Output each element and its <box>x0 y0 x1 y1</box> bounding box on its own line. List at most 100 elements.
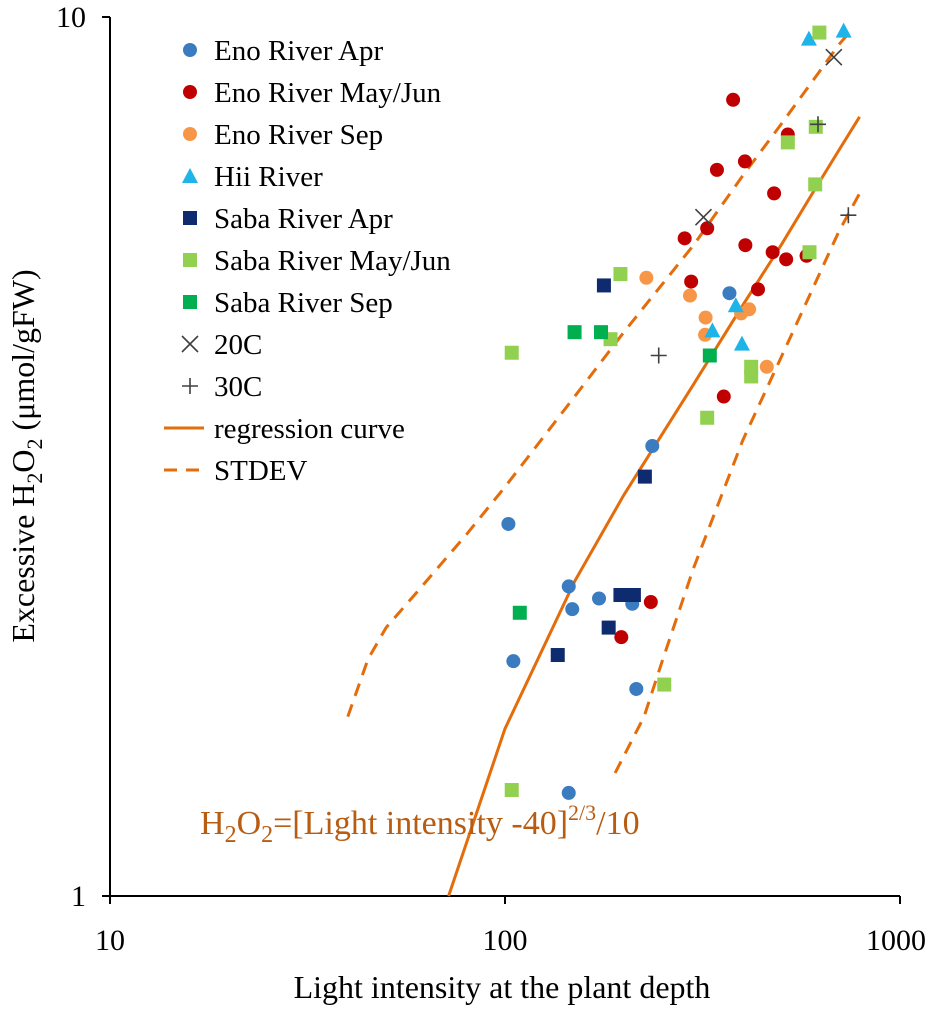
saba_mayjun-point <box>744 369 759 384</box>
legend-item-t30: 30C <box>182 371 262 403</box>
hii-point <box>733 335 750 351</box>
eno_mayjun-point <box>700 221 715 236</box>
eno_mayjun-point <box>779 252 794 267</box>
legend-label-saba_apr: Saba River Apr <box>214 203 393 235</box>
eno_mayjun-point <box>709 162 724 177</box>
eno_mayjun-point <box>750 282 765 297</box>
eno_mayjun-point <box>737 154 752 169</box>
saba_mayjun-point <box>812 25 827 40</box>
hii-point <box>800 30 817 46</box>
legend-item-t20: 20C <box>181 329 262 361</box>
eno_apr-point <box>506 654 521 669</box>
saba_mayjun-point <box>613 267 628 282</box>
saba_mayjun-point <box>808 177 823 192</box>
saba_mayjun-point <box>657 677 672 692</box>
eno_mayjun-point <box>738 238 753 253</box>
eno_mayjun-point <box>643 595 658 610</box>
stdev_lower-curve <box>613 192 861 774</box>
eno_mayjun-point <box>614 630 629 645</box>
eno_sep-point <box>639 270 654 285</box>
saba_apr-point <box>637 469 652 484</box>
legend-eno_sep-icon <box>183 127 197 141</box>
saba_mayjun-point <box>802 245 817 260</box>
legend-t30-icon <box>182 378 198 394</box>
legend-item-saba_sep: Saba River Sep <box>183 287 393 319</box>
eno_apr-point <box>592 591 607 606</box>
y-axis-title: Excessive H2O2 (μmol/gFW) <box>5 269 47 642</box>
saba_sep-point <box>702 348 717 363</box>
legend-item-eno_apr: Eno River Apr <box>183 35 383 67</box>
t20-point <box>825 48 843 66</box>
legend-item-eno_mayjun: Eno River May/Jun <box>183 77 442 109</box>
legend-item-regression: regression curve <box>164 413 405 445</box>
eno_sep-point <box>759 359 774 374</box>
regression-curve <box>447 116 861 897</box>
eno_apr-point <box>565 602 580 617</box>
curves-layer <box>346 27 861 897</box>
formula-annotation: H2O2=[Light intensity -40]2/3/10 <box>200 800 640 848</box>
eno_apr-point <box>722 286 737 301</box>
x-tick-label-10: 10 <box>95 924 125 957</box>
saba_mayjun-point <box>504 783 519 798</box>
legend-saba_mayjun-icon <box>183 253 197 267</box>
eno_apr-point <box>629 681 644 696</box>
y-tick-label-10: 10 <box>56 1 86 34</box>
legend-eno_apr-icon <box>183 43 197 57</box>
legend-label-regression: regression curve <box>214 413 405 445</box>
legend-item-saba_mayjun: Saba River May/Jun <box>183 245 451 277</box>
t30-point <box>809 116 826 133</box>
eno_sep-point <box>682 288 697 303</box>
eno_apr-point <box>645 439 660 454</box>
eno_mayjun-point <box>716 389 731 404</box>
eno_mayjun-point <box>767 186 782 201</box>
eno_sep-point <box>698 310 713 325</box>
legend-label-eno_apr: Eno River Apr <box>214 35 383 67</box>
saba_mayjun-point <box>780 135 795 150</box>
legend: Eno River Apr Eno River May/Jun Eno River … <box>164 35 451 487</box>
saba_mayjun-point <box>700 410 715 425</box>
legend-label-eno_mayjun: Eno River May/Jun <box>214 77 442 109</box>
eno_mayjun-point <box>765 245 780 260</box>
saba_apr-point <box>596 278 611 293</box>
saba_sep-point <box>512 605 527 620</box>
eno_mayjun-point <box>684 274 699 289</box>
x-axis-title: Light intensity at the plant depth <box>294 969 711 1005</box>
legend-saba_apr-icon <box>183 211 197 225</box>
y-tick-label-1: 1 <box>71 880 86 913</box>
saba_apr-point <box>550 648 565 663</box>
eno_apr-point <box>561 785 576 800</box>
saba_mayjun-point <box>504 345 519 360</box>
saba_mayjun-point <box>808 119 823 134</box>
legend-hii-icon <box>182 168 198 183</box>
x-tick-label-1000: 1000 <box>866 924 926 957</box>
hii-point <box>727 297 744 313</box>
tick-marks <box>102 16 901 904</box>
legend-item-eno_sep: Eno River Sep <box>183 119 383 151</box>
saba_apr-point <box>626 588 641 603</box>
t30-point <box>650 347 667 364</box>
hii-point <box>835 22 852 38</box>
x-tick-label-100: 100 <box>483 924 528 957</box>
legend-item-hii: Hii River <box>182 161 323 193</box>
legend-label-t30: 30C <box>214 371 262 403</box>
stdev_upper-curve <box>346 27 855 718</box>
t20-point <box>694 208 713 226</box>
eno_mayjun-point <box>677 231 692 246</box>
legend-t20-icon <box>181 335 199 353</box>
legend-label-stdev: STDEV <box>214 455 308 487</box>
legend-label-eno_sep: Eno River Sep <box>214 119 383 151</box>
saba_sep-point <box>567 325 582 340</box>
legend-item-stdev: STDEV <box>164 455 308 487</box>
saba_apr-point <box>601 620 616 635</box>
t30-point <box>840 207 857 224</box>
legend-saba_sep-icon <box>183 295 197 309</box>
legend-label-t20: 20C <box>214 329 262 361</box>
legend-label-hii: Hii River <box>214 161 323 193</box>
eno_apr-point <box>561 579 576 594</box>
legend-eno_mayjun-icon <box>183 85 197 99</box>
points-layer <box>501 22 857 800</box>
saba_apr-point <box>613 588 628 603</box>
eno_apr-point <box>501 516 516 531</box>
legend-item-saba_apr: Saba River Apr <box>183 203 393 235</box>
